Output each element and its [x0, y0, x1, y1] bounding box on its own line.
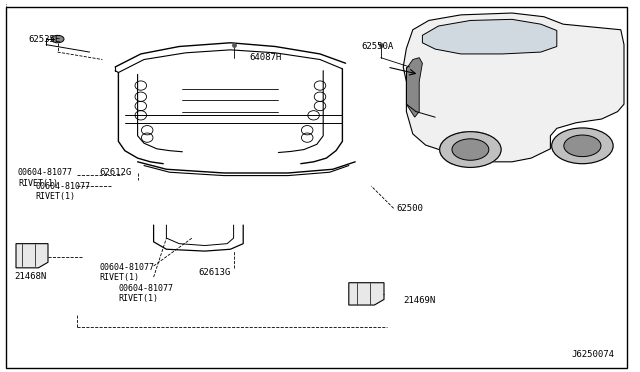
Circle shape	[564, 135, 601, 157]
Polygon shape	[422, 19, 557, 54]
Text: 64087H: 64087H	[250, 53, 282, 62]
Polygon shape	[16, 244, 48, 268]
Text: 62613G: 62613G	[198, 268, 230, 277]
Text: 00604-81077: 00604-81077	[99, 263, 154, 272]
Text: 21469N: 21469N	[403, 296, 435, 305]
Text: 00604-81077: 00604-81077	[35, 182, 90, 190]
Text: 21468N: 21468N	[15, 272, 47, 280]
Polygon shape	[403, 13, 624, 162]
Circle shape	[452, 139, 489, 160]
Circle shape	[51, 35, 64, 43]
Text: RIVET(1): RIVET(1)	[18, 179, 58, 187]
Text: RIVET(1): RIVET(1)	[35, 192, 76, 201]
Text: 62612G: 62612G	[99, 169, 131, 177]
Text: RIVET(1): RIVET(1)	[99, 273, 140, 282]
Text: 62500: 62500	[397, 204, 424, 213]
Polygon shape	[406, 58, 422, 117]
Text: 00604-81077: 00604-81077	[18, 169, 73, 177]
Polygon shape	[349, 283, 384, 305]
Text: 00604-81077: 00604-81077	[118, 284, 173, 293]
Circle shape	[552, 128, 613, 164]
Text: RIVET(1): RIVET(1)	[118, 294, 159, 303]
Text: J6250074: J6250074	[572, 350, 614, 359]
Text: 62550A: 62550A	[362, 42, 394, 51]
Circle shape	[440, 132, 501, 167]
Text: 62535E: 62535E	[29, 35, 61, 44]
